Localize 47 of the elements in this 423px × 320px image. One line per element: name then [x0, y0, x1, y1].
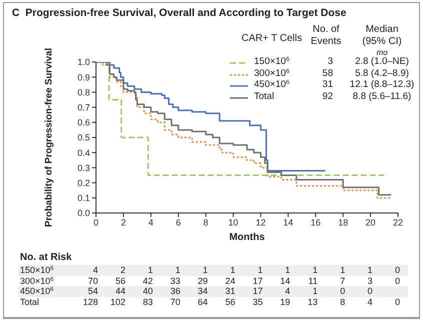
y-tick-label: 0.8	[77, 87, 90, 98]
legend-label: 300×10$^{6}$	[254, 67, 290, 80]
chart-title: C Progression-free Survival, Overall and According to Target Dose	[12, 7, 346, 19]
x-tick-label: 12	[256, 217, 266, 228]
x-axis-title: Months	[228, 232, 266, 243]
annotation: 31	[321, 79, 333, 91]
y-tick-label: 0.3	[77, 162, 90, 173]
legend-label: Total	[254, 90, 274, 102]
y-tick-label: 0.9	[77, 72, 90, 82]
annotation: 5.8 (4.2–8.9)	[354, 68, 410, 80]
y-tick-label: 0.6	[77, 118, 90, 128]
text: No. at Risk	[20, 252, 72, 263]
x-tick-label: 8	[203, 217, 208, 228]
y-tick-label: 1.0	[77, 57, 90, 68]
text: Total 128 102 83 70 64 56 35 19 13 8 4 0	[20, 296, 400, 306]
annotation: 58	[321, 68, 333, 80]
x-tick-label: 4	[148, 217, 154, 228]
text: No. of Events	[310, 24, 342, 48]
y-tick-label: 0.5	[77, 132, 90, 143]
x-tick-label: 10	[228, 217, 238, 228]
text: mo	[375, 48, 389, 57]
legend-label: 150×10$^{6}$	[254, 56, 290, 68]
x-tick-label: 2	[120, 217, 126, 228]
text: 150×10$^{6}$ 4 2 1 1 1 1 1 1 1 1 1 0	[20, 265, 400, 275]
x-tick-label: 16	[310, 217, 321, 228]
legend-label: 450×10$^{6}$	[254, 78, 290, 91]
y-tick-label: 0.0	[77, 208, 90, 218]
x-tick-label: 18	[338, 217, 348, 228]
annotation: 12.1 (8.8–12.3)	[348, 79, 416, 91]
x-tick-label: 20	[366, 217, 376, 228]
x-tick-label: 22	[392, 217, 404, 228]
text: Median (95% CI)	[361, 24, 403, 48]
x-tick-label: 0	[93, 217, 99, 228]
annotation: 92	[321, 90, 333, 102]
text: 450×10$^{6}$ 54 44 40 36 34 31 17 4 1 0 0	[20, 286, 373, 296]
legend-title: CAR+ T Cells	[240, 33, 302, 44]
x-tick-label: 6	[176, 217, 181, 228]
x-tick-label: 14	[283, 217, 294, 228]
y-axis-title: Probability of Progression-free Survival	[43, 48, 54, 227]
y-tick-label: 0.7	[77, 102, 90, 112]
y-tick-label: 0.1	[77, 193, 90, 204]
y-tick-label: 0.4	[77, 148, 90, 158]
annotation: 2.8 (1.0–NE)	[354, 56, 410, 68]
annotation: 8.8 (5.6–11.6)	[352, 90, 412, 102]
text: 300×10$^{6}$ 70 56 42 33 29 24 17 14 11 7 3 0	[20, 276, 400, 286]
annotation: 3	[326, 56, 333, 68]
y-tick-label: 0.2	[77, 178, 90, 188]
